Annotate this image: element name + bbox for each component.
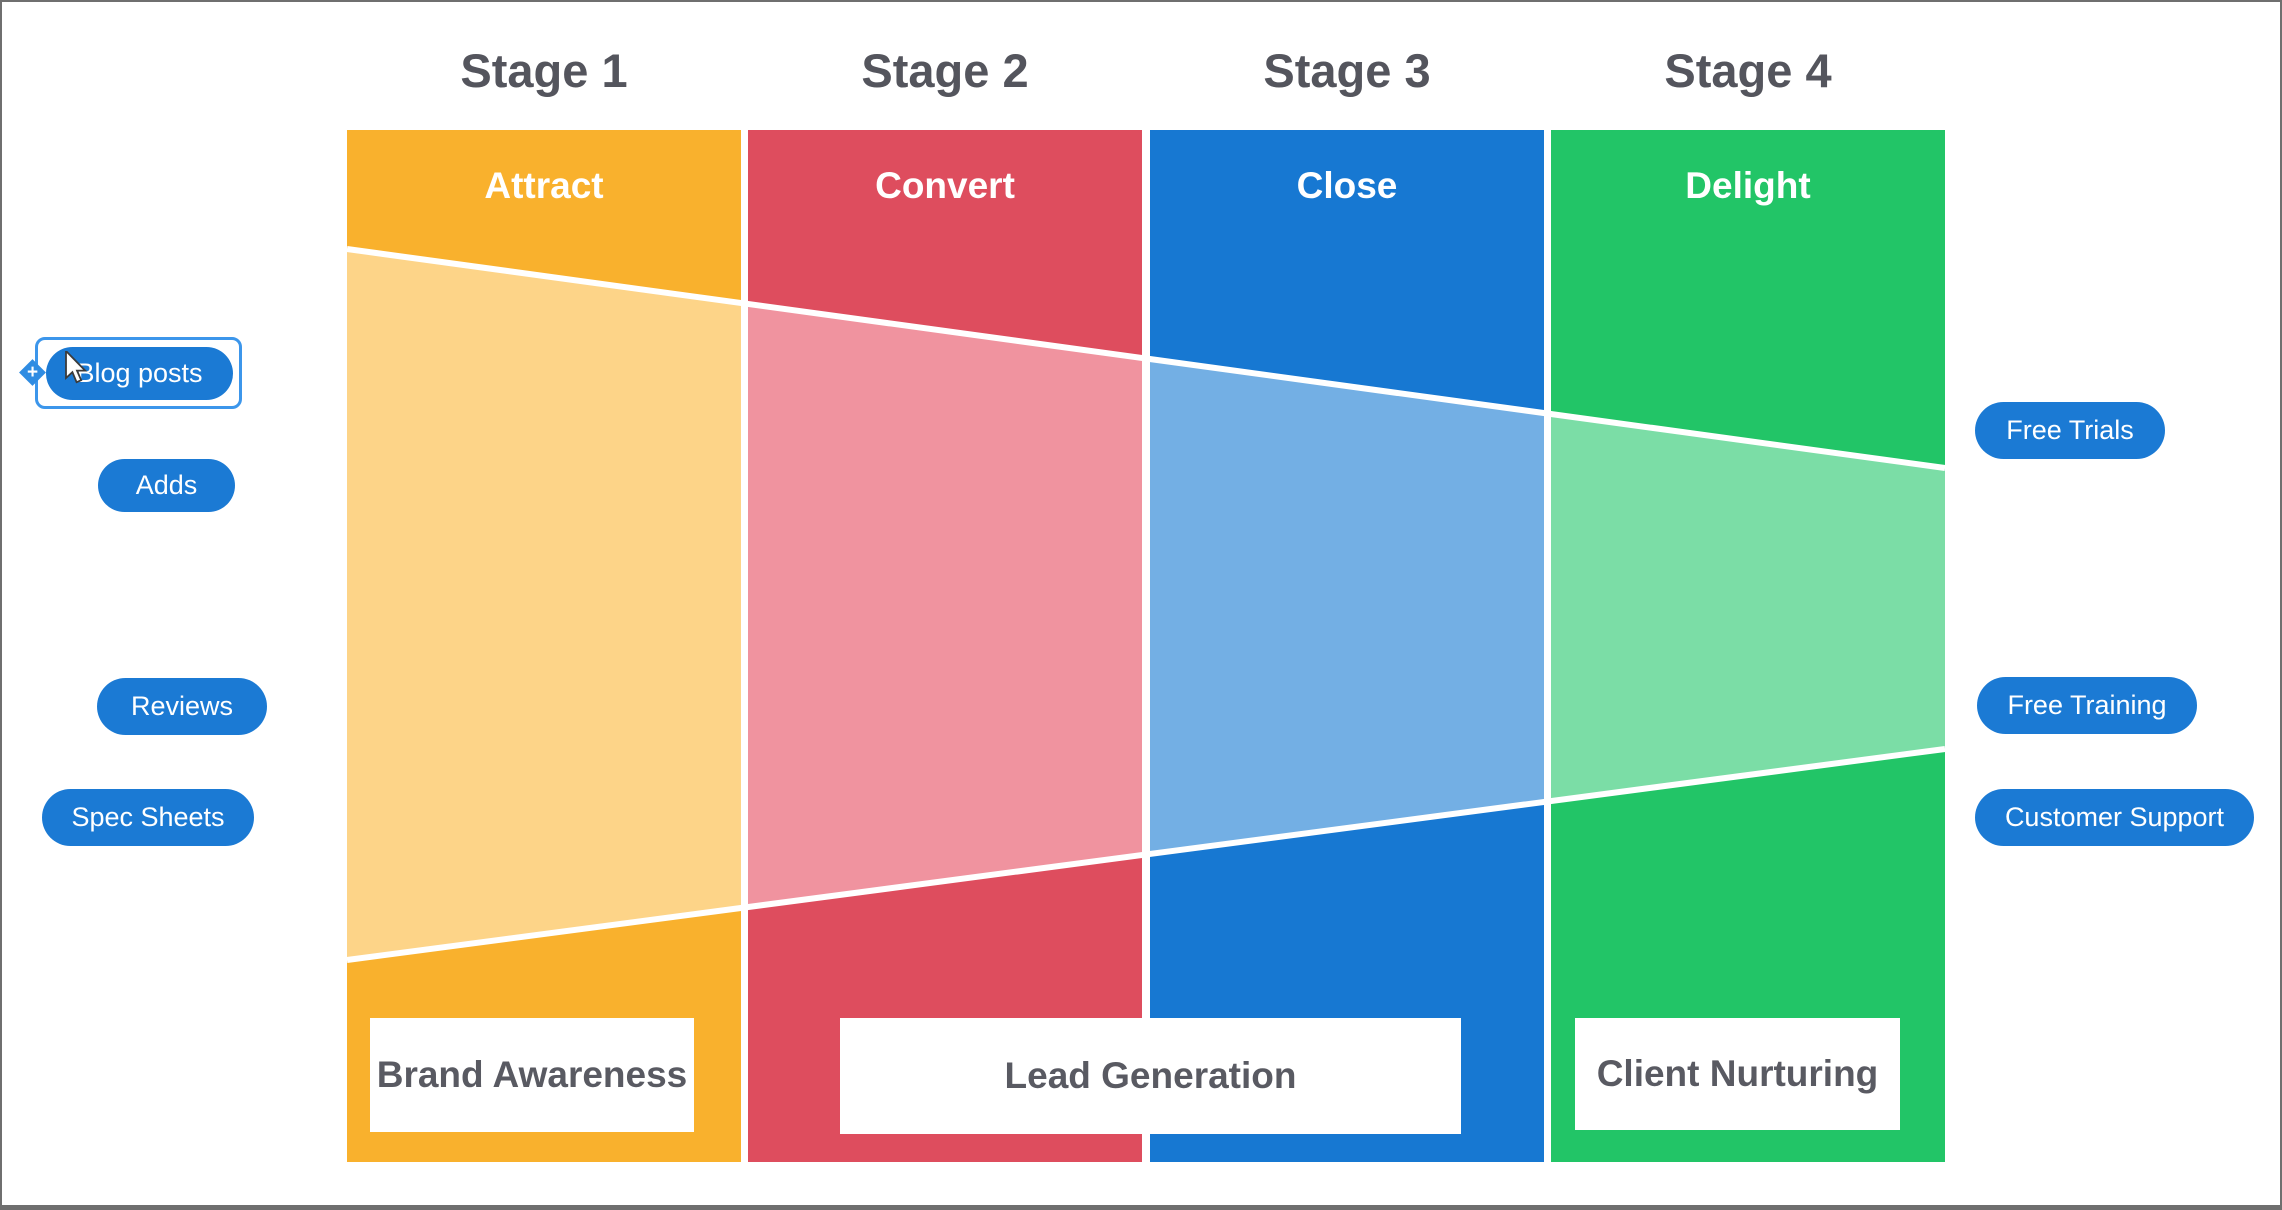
bottom-label-client-nurturing[interactable]: Client Nurturing [1575, 1018, 1900, 1130]
band-header-delight: Delight [1685, 165, 1811, 206]
funnel-bottom-edge-line [346, 746, 1946, 963]
band-header-close: Close [1296, 165, 1398, 206]
shape-adds[interactable]: Adds [98, 459, 235, 512]
shape-free-trials[interactable]: Free Trials [1975, 402, 2165, 459]
funnel-interior-segment[interactable] [748, 304, 1142, 907]
stage-1-label: Stage 1 [460, 43, 628, 97]
shape-customer-support[interactable]: Customer Support [1975, 789, 2254, 846]
bottom-label-brand-awareness[interactable]: Brand Awareness [370, 1018, 694, 1132]
funnel-interior-segment[interactable] [347, 249, 741, 960]
funnel-top-edge-line [346, 246, 1946, 471]
bottom-label-lead-generation[interactable]: Lead Generation [840, 1018, 1461, 1134]
band-header-convert: Convert [875, 165, 1015, 206]
funnel-interior-segment[interactable] [1551, 414, 1945, 801]
funnel-interior-segment[interactable] [1150, 359, 1544, 854]
shape-spec-sheets[interactable]: Spec Sheets [42, 789, 254, 846]
shape-free-training[interactable]: Free Training [1977, 677, 2197, 734]
stage-2-label: Stage 2 [861, 43, 1029, 97]
shape-blog-posts[interactable]: Blog posts [46, 347, 233, 400]
band-header-attract: Attract [484, 165, 604, 206]
stage-3-label: Stage 3 [1263, 43, 1431, 97]
stage-4-label: Stage 4 [1664, 43, 1832, 97]
shape-reviews[interactable]: Reviews [97, 678, 267, 735]
